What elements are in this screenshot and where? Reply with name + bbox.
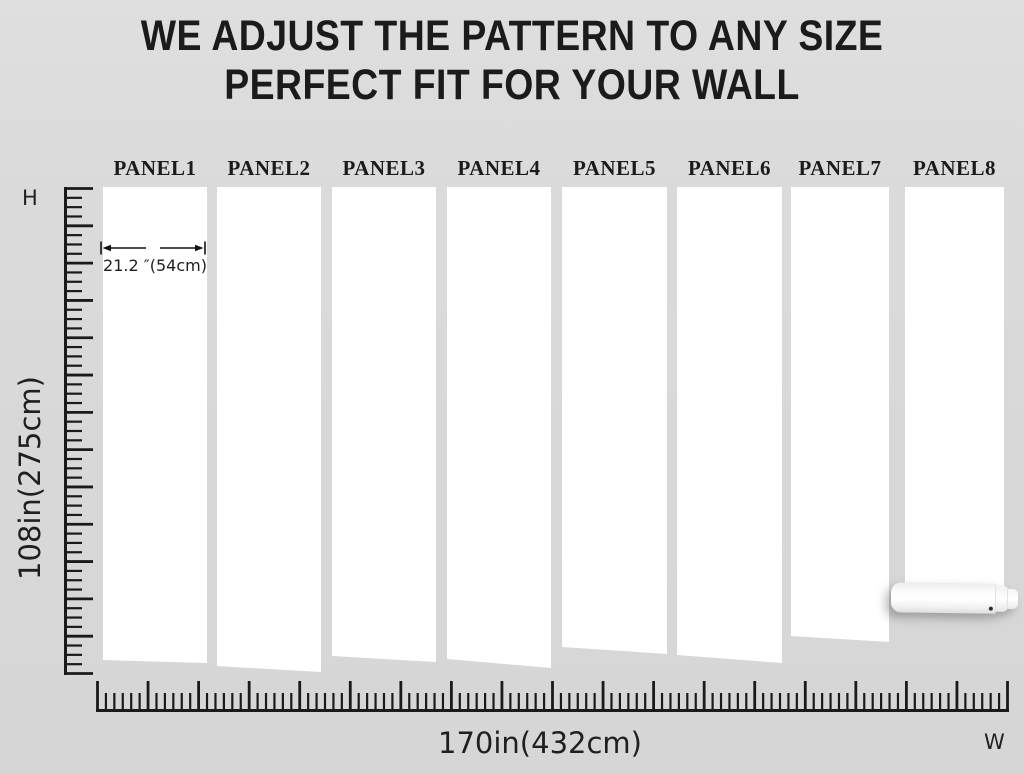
panel-5: PANEL5 — [562, 156, 667, 654]
panel-2-sheet — [217, 187, 321, 672]
panel-6-label: PANEL6 — [687, 156, 772, 180]
panel-4-label: PANEL4 — [457, 156, 541, 180]
panel-8: PANEL8 — [890, 156, 1019, 614]
panel-5-label: PANEL5 — [572, 156, 657, 180]
panel-1-sheet — [103, 187, 207, 663]
panel-7: PANEL7 — [791, 156, 889, 642]
panel-4-sheet — [447, 187, 551, 668]
height-axis-letter: H — [22, 186, 38, 210]
wall-height-label: 108in(275cm) — [13, 376, 47, 580]
width-axis-letter: W — [984, 730, 1005, 754]
panel-8-label: PANEL8 — [912, 156, 997, 180]
panel-6: PANEL6 — [677, 156, 782, 663]
panel-1-label: PANEL1 — [113, 156, 197, 180]
wall-width-label: 170in(432cm) — [438, 726, 642, 760]
title-line-2: PERFECT FIT FOR YOUR WALL — [224, 61, 800, 109]
panel-4: PANEL4 — [447, 156, 551, 668]
panel-width-label: 21.2 ″(54cm) — [103, 256, 207, 275]
wallpaper-roll-icon — [890, 582, 1019, 614]
panel-2: PANEL2 — [217, 156, 321, 672]
page-title: WE ADJUST THE PATTERN TO ANY SIZE PERFEC… — [67, 12, 958, 110]
panel-3-label: PANEL3 — [342, 156, 426, 180]
panel-width-arrow-icon — [100, 241, 206, 255]
panel-7-label: PANEL7 — [798, 156, 882, 180]
panel-3: PANEL3 — [332, 156, 436, 662]
panel-7-sheet — [791, 187, 889, 642]
panel-5-sheet — [562, 187, 667, 654]
width-ruler-icon — [96, 681, 1009, 712]
wallpaper-roll-cap-end — [1006, 588, 1019, 610]
panel-3-sheet — [332, 187, 436, 662]
panel-1: PANEL1 21.2 ″(54cm) — [100, 156, 207, 663]
panel-6-sheet — [677, 187, 782, 663]
panel-8-sheet — [905, 187, 1004, 595]
wallpaper-roll-dot — [988, 606, 993, 611]
title-line-1: WE ADJUST THE PATTERN TO ANY SIZE — [140, 12, 884, 60]
height-ruler-icon — [64, 187, 93, 675]
panel-2-label: PANEL2 — [227, 156, 311, 180]
